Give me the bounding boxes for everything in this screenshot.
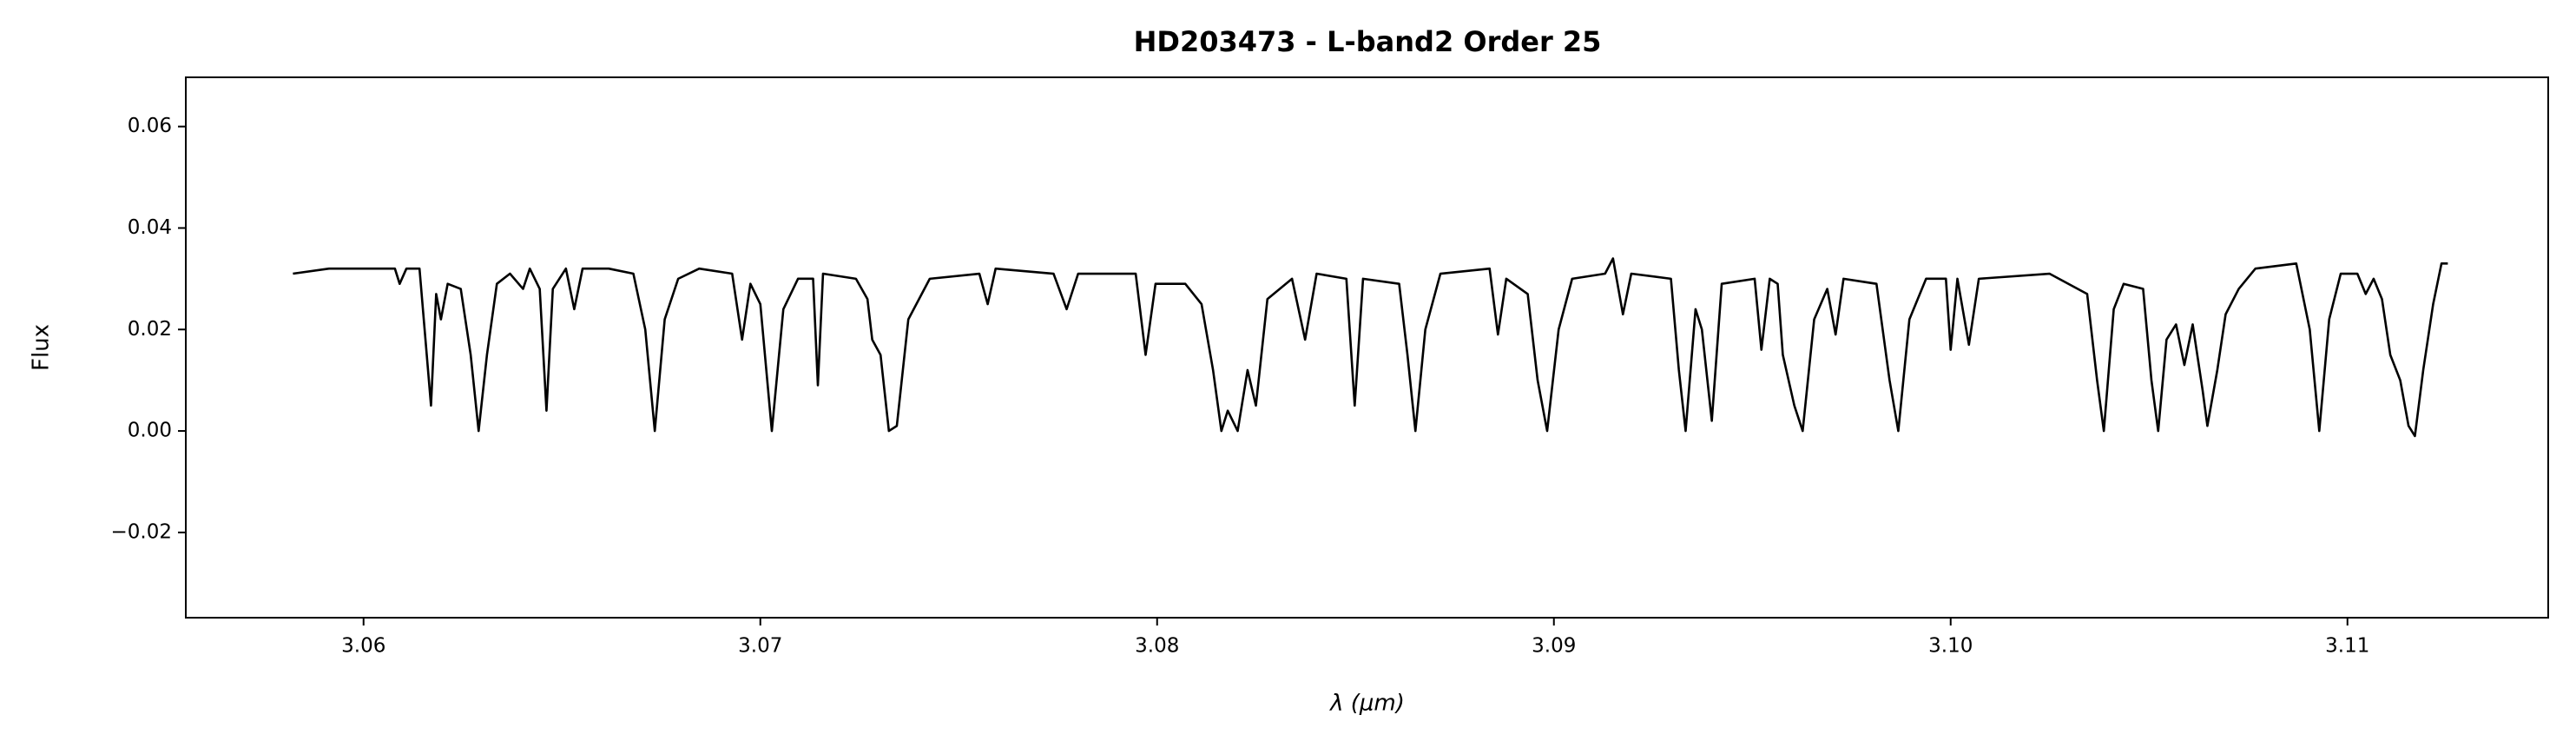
y-tick-label: 0.04	[128, 216, 172, 239]
y-axis-label: Flux	[29, 324, 55, 371]
y-tick-label: 0.02	[128, 318, 172, 341]
y-tick-label: 0.00	[128, 420, 172, 442]
plot-frame	[185, 76, 2549, 619]
y-tick-label: 0.06	[128, 115, 172, 137]
chart-title: HD203473 - L-band2 Order 25	[1134, 25, 1602, 58]
x-axis-label: λ (μm)	[1328, 691, 1405, 717]
x-tick-label: 3.06	[341, 635, 385, 658]
x-tick-label: 3.10	[1928, 635, 1973, 658]
spectrum-line	[293, 257, 2448, 438]
x-tick-label: 3.08	[1135, 635, 1179, 658]
y-tick-label: −0.02	[111, 520, 172, 543]
x-tick-label: 3.11	[2325, 635, 2369, 658]
x-tick-label: 3.09	[1532, 635, 1576, 658]
x-tick-label: 3.07	[738, 635, 782, 658]
